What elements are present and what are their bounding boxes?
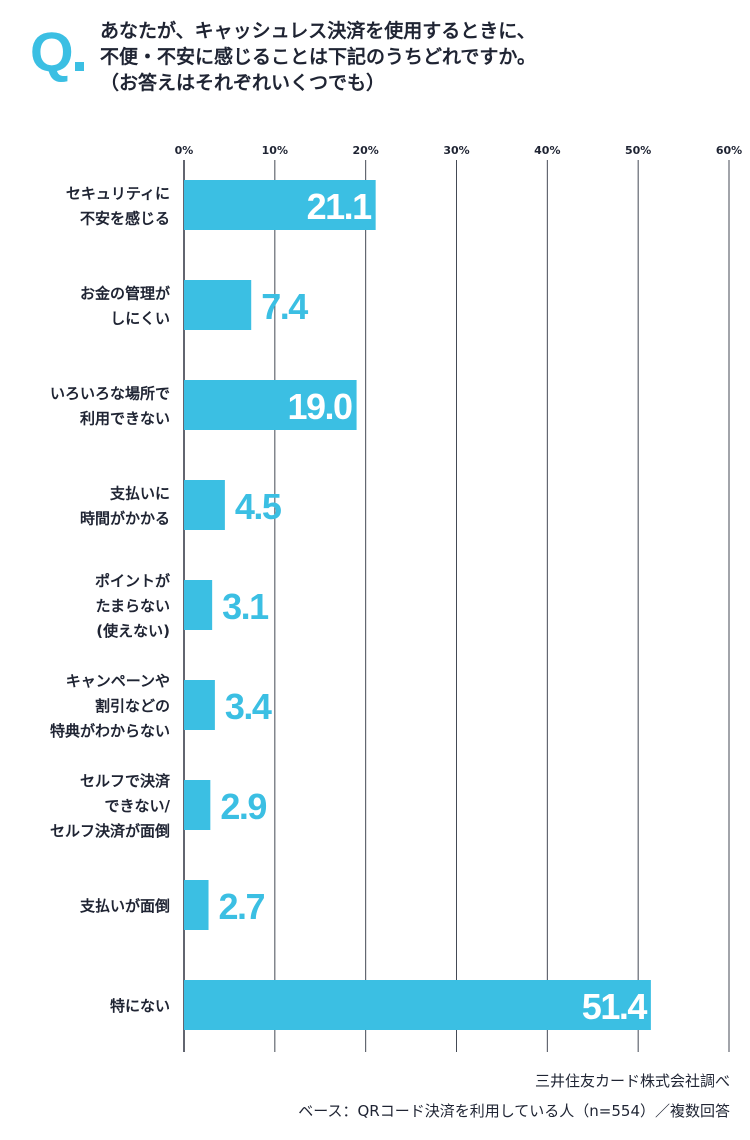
value-label: 7.4 — [261, 286, 308, 327]
category-label: お金の管理が — [80, 285, 171, 303]
value-label: 3.1 — [222, 586, 269, 627]
x-tick-label: 20% — [352, 144, 378, 157]
question-header: Q あなたが、キャッシュレス決済を使用するときに、 不便・不安に感じることは下記… — [0, 0, 750, 120]
x-tick-label: 60% — [716, 144, 742, 157]
bar — [184, 880, 209, 930]
category-label: いろいろな場所で — [50, 385, 170, 403]
category-label: (使えない) — [96, 622, 170, 640]
question-line-3: （お答えはそれぞれいくつでも） — [100, 72, 386, 94]
source-note: 三井住友カード株式会社調べ — [534, 1072, 730, 1090]
bar — [184, 380, 357, 430]
category-label: 特にない — [110, 997, 170, 1015]
category-label: ポイントが — [95, 572, 171, 590]
category-label: たまらない — [95, 597, 170, 615]
bar — [184, 580, 213, 630]
question-line-1: あなたが、キャッシュレス決済を使用するときに、 — [100, 20, 536, 42]
value-label: 21.1 — [307, 186, 373, 227]
category-label: 支払いが面倒 — [79, 897, 170, 915]
category-label: できない/ — [105, 797, 171, 815]
bar — [184, 280, 252, 330]
category-label: セルフで決済 — [80, 772, 171, 790]
x-tick-label: 40% — [534, 144, 560, 157]
value-label: 19.0 — [288, 386, 353, 427]
value-label: 2.7 — [219, 886, 265, 927]
q-mark: Q — [30, 24, 84, 80]
bar — [184, 780, 211, 830]
x-tick-label: 10% — [262, 144, 288, 157]
bar — [184, 680, 215, 730]
value-label: 2.9 — [220, 786, 266, 827]
bar — [184, 180, 376, 230]
category-label: 利用できない — [80, 410, 170, 428]
x-tick-label: 30% — [443, 144, 469, 157]
question-line-2: 不便・不安に感じることは下記のうちどれですか。 — [100, 46, 537, 68]
category-label: 不安を感じる — [80, 210, 170, 228]
category-label: 割引などの — [95, 697, 170, 715]
category-label: しにくい — [110, 310, 170, 328]
category-label: 時間がかかる — [80, 510, 170, 528]
category-label: 支払いに — [109, 485, 170, 503]
category-label: キャンペーンや — [66, 672, 170, 690]
category-label: セキュリティに — [66, 185, 170, 203]
bar — [184, 980, 651, 1030]
value-label: 3.4 — [225, 686, 272, 727]
footer: 三井住友カード株式会社調べ ベース：QRコード決済を利用している人（n=554）… — [298, 1070, 730, 1130]
x-tick-label: 0% — [175, 144, 194, 157]
x-tick-label: 50% — [625, 144, 651, 157]
value-label: 51.4 — [582, 986, 648, 1027]
category-label: セルフ決済が面倒 — [50, 822, 170, 840]
value-label: 4.5 — [235, 486, 282, 527]
category-label: 特典がわからない — [50, 722, 170, 740]
bar — [184, 480, 225, 530]
base-note: ベース：QRコード決済を利用している人（n=554）／複数回答 — [298, 1102, 730, 1120]
